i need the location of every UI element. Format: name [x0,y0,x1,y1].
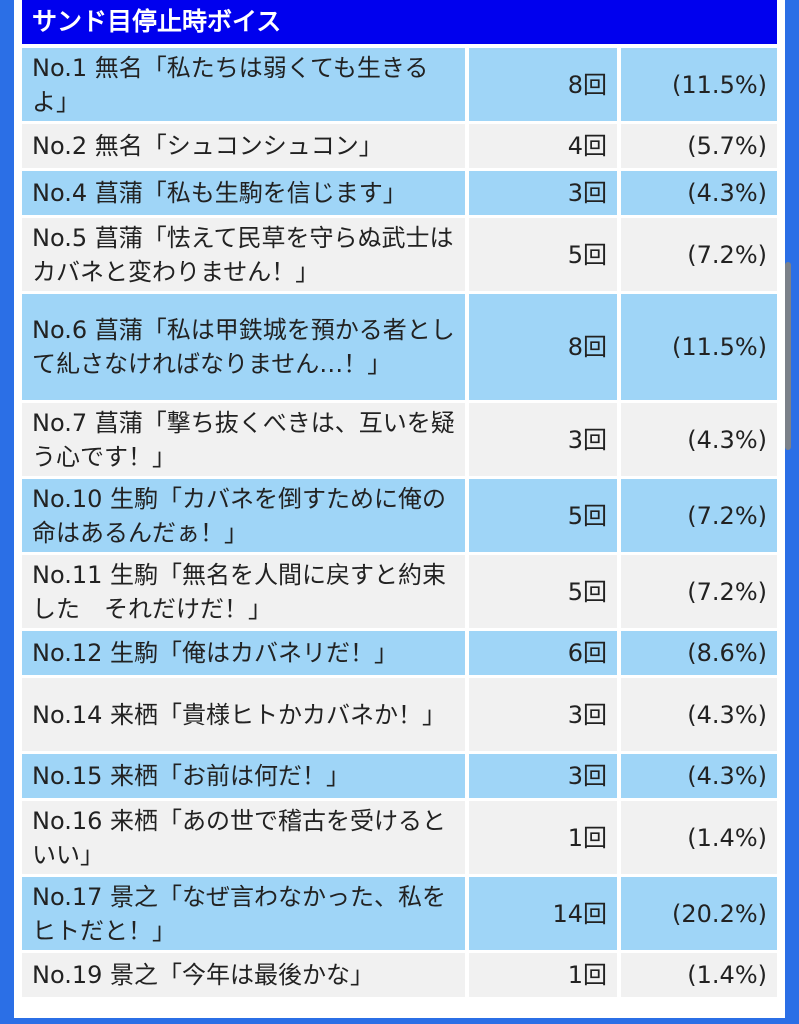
table-row: No.11 生駒「無名を人間に戻すと約束した それだけだ！」 5回 (7.2%) [22,555,777,628]
table-row: No.19 景之「今年は最後かな」 1回 (1.4%) [22,953,777,997]
count-cell: 1回 [469,801,621,874]
percent-cell: (1.4%) [621,953,777,997]
percent-cell: (11.5%) [621,48,777,121]
count-cell: 1回 [469,953,621,997]
table-row: No.7 菖蒲「撃ち抜くべきは、互いを疑う心です！」 3回 (4.3%) [22,403,777,476]
count-cell: 8回 [469,48,621,121]
table-row: No.1 無名「私たちは弱くても生きるよ」 8回 (11.5%) [22,48,777,121]
count-cell: 6回 [469,631,621,675]
table-row: No.2 無名「シュコンシュコン」 4回 (5.7%) [22,124,777,168]
percent-cell: (8.6%) [621,631,777,675]
voice-name-cell: No.4 菖蒲「私も生駒を信じます」 [22,171,469,215]
table-row: No.15 来栖「お前は何だ！」 3回 (4.3%) [22,754,777,798]
voice-name-cell: No.15 来栖「お前は何だ！」 [22,754,469,798]
percent-cell: (7.2%) [621,479,777,552]
table-row: No.10 生駒「カバネを倒すために俺の命はあるんだぁ！」 5回 (7.2%) [22,479,777,552]
voice-name-cell: No.11 生駒「無名を人間に戻すと約束した それだけだ！」 [22,555,469,628]
count-cell: 5回 [469,479,621,552]
table-row: No.6 菖蒲「私は甲鉄城を預かる者として糺さなければなりません…！」 8回 (… [22,294,777,400]
table-row: No.16 来栖「あの世で稽古を受けるといい」 1回 (1.4%) [22,801,777,874]
voice-name-cell: No.14 来栖「貴様ヒトかカバネか！」 [22,678,469,751]
table-row: No.17 景之「なぜ言わなかった、私をヒトだと！」 14回 (20.2%) [22,877,777,950]
percent-cell: (11.5%) [621,294,777,400]
voice-name-cell: No.6 菖蒲「私は甲鉄城を預かる者として糺さなければなりません…！」 [22,294,469,400]
count-cell: 3回 [469,754,621,798]
voice-name-cell: No.5 菖蒲「怯えて民草を守らぬ武士はカバネと変わりません！」 [22,218,469,291]
voice-name-cell: No.16 来栖「あの世で稽古を受けるといい」 [22,801,469,874]
voice-name-cell: No.2 無名「シュコンシュコン」 [22,124,469,168]
table-title: サンド目停止時ボイス [22,0,777,44]
count-cell: 4回 [469,124,621,168]
count-cell: 14回 [469,877,621,950]
table-row: No.12 生駒「俺はカバネリだ！」 6回 (8.6%) [22,631,777,675]
percent-cell: (5.7%) [621,124,777,168]
voice-name-cell: No.17 景之「なぜ言わなかった、私をヒトだと！」 [22,877,469,950]
voice-name-cell: No.10 生駒「カバネを倒すために俺の命はあるんだぁ！」 [22,479,469,552]
table-row: No.14 来栖「貴様ヒトかカバネか！」 3回 (4.3%) [22,678,777,751]
percent-cell: (4.3%) [621,678,777,751]
percent-cell: (7.2%) [621,555,777,628]
percent-cell: (4.3%) [621,403,777,476]
percent-cell: (4.3%) [621,171,777,215]
count-cell: 3回 [469,403,621,476]
table-row: No.4 菖蒲「私も生駒を信じます」 3回 (4.3%) [22,171,777,215]
voice-name-cell: No.7 菖蒲「撃ち抜くべきは、互いを疑う心です！」 [22,403,469,476]
table-row: No.5 菖蒲「怯えて民草を守らぬ武士はカバネと変わりません！」 5回 (7.2… [22,218,777,291]
percent-cell: (4.3%) [621,754,777,798]
count-cell: 8回 [469,294,621,400]
voice-name-cell: No.19 景之「今年は最後かな」 [22,953,469,997]
count-cell: 3回 [469,171,621,215]
count-cell: 5回 [469,218,621,291]
percent-cell: (1.4%) [621,801,777,874]
percent-cell: (20.2%) [621,877,777,950]
count-cell: 3回 [469,678,621,751]
count-cell: 5回 [469,555,621,628]
voice-name-cell: No.12 生駒「俺はカバネリだ！」 [22,631,469,675]
voice-stats-panel: サンド目停止時ボイス No.1 無名「私たちは弱くても生きるよ」 8回 (11.… [22,0,777,1000]
percent-cell: (7.2%) [621,218,777,291]
voice-name-cell: No.1 無名「私たちは弱くても生きるよ」 [22,48,469,121]
voice-stats-table: No.1 無名「私たちは弱くても生きるよ」 8回 (11.5%) No.2 無名… [22,45,777,1000]
scrollbar-thumb[interactable] [785,262,791,450]
